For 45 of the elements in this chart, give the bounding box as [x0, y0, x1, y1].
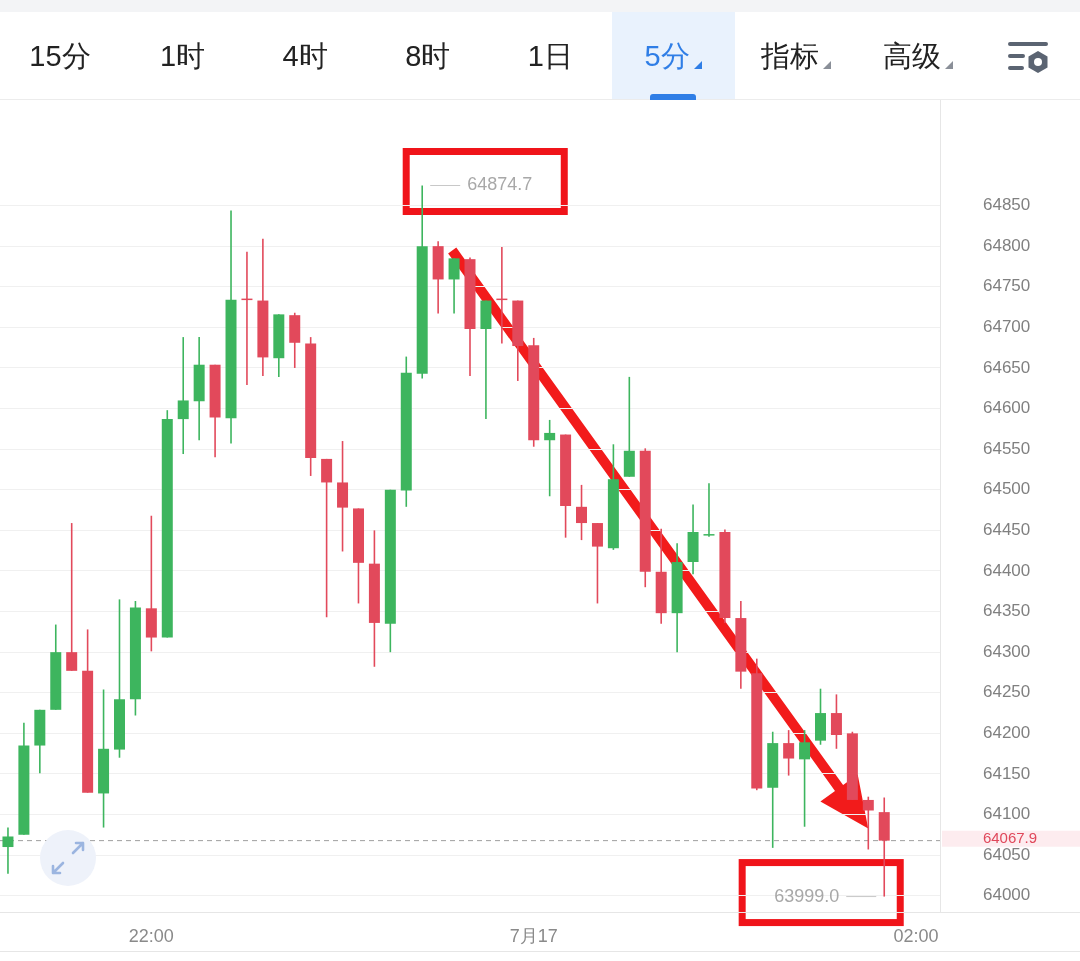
candlestick: [544, 419, 556, 498]
y-tick-label: 64450: [983, 520, 1031, 540]
y-tick-label: 64400: [983, 560, 1031, 580]
x-tick-label: 22:00: [128, 925, 174, 946]
y-tick-label: 64800: [983, 235, 1031, 255]
y-tick-label: 64000: [983, 885, 1031, 905]
y-tick-label: 64650: [983, 357, 1031, 377]
text: 8时: [405, 39, 451, 74]
y-tick-label: 64550: [983, 438, 1031, 458]
candlestick: [799, 729, 811, 828]
x-tick-label: 02:00: [893, 925, 939, 946]
y-tick-label: 64700: [983, 317, 1031, 337]
y-tick-label: 64300: [983, 641, 1031, 661]
y-tick-label: 64050: [983, 844, 1031, 864]
candlestick: [591, 522, 603, 605]
text: 4时: [282, 39, 328, 74]
candlestick: [783, 729, 795, 777]
candlestick: [576, 484, 588, 541]
y-tick-label: 64850: [983, 195, 1031, 215]
text: 1日: [527, 39, 573, 74]
y-tick-label: 64100: [983, 804, 1031, 824]
y-tick-label: 64500: [983, 479, 1031, 499]
candlestick: [830, 693, 842, 750]
y-tick-label: 64250: [983, 682, 1031, 702]
candlestick: [177, 336, 189, 455]
candlestick: [862, 795, 874, 851]
y-tick-label: 64200: [983, 723, 1031, 743]
candlestick: [448, 257, 460, 315]
annotation: 63999.0: [774, 885, 840, 906]
text: 高级: [883, 39, 942, 74]
y-tick-label: 64150: [983, 763, 1031, 783]
y-tick-label: 64350: [983, 601, 1031, 621]
y-tick-label: 64600: [983, 398, 1031, 418]
candlestick: [321, 458, 333, 619]
annotation: 64874.7: [467, 174, 533, 195]
y-tick-label: 64750: [983, 276, 1031, 296]
text: 指标: [760, 39, 819, 74]
candlestick: [66, 522, 78, 672]
candlestick: [2, 826, 14, 875]
selected-tab: 5分: [611, 12, 735, 99]
text: 15分: [29, 39, 91, 74]
candlestick: [703, 482, 715, 538]
ref-line-label: 64067.9: [982, 828, 1038, 846]
text: 1时: [160, 39, 206, 74]
x-tick-label: 7月17: [509, 925, 558, 946]
